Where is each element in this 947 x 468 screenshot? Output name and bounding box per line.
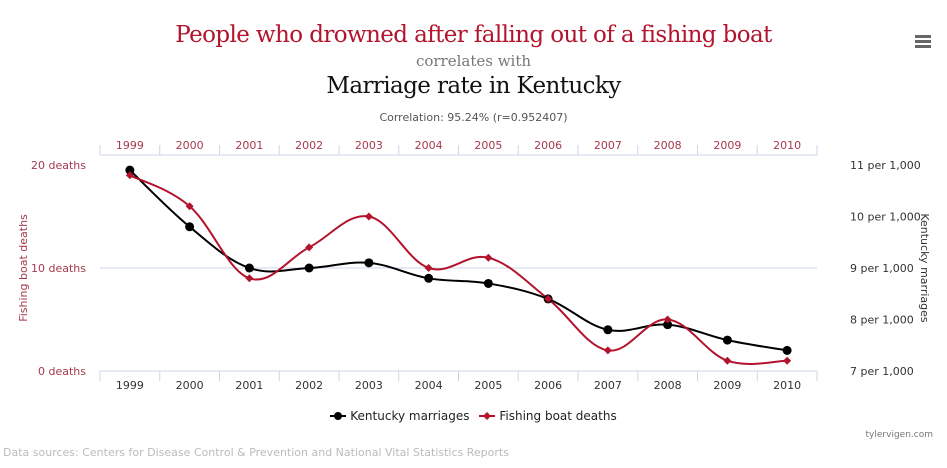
right-y-tick-label: 11 per 1,000	[850, 159, 921, 172]
marker-kentucky-marriages	[185, 222, 195, 232]
bottom-x-tick-label: 2001	[235, 379, 263, 392]
marker-kentucky-marriages	[663, 320, 673, 330]
series-line-fishing-boat-deaths	[129, 174, 788, 365]
top-x-tick-label: 2004	[415, 139, 443, 152]
legend: Kentucky marriages Fishing boat deaths	[0, 409, 947, 424]
right-axis-title: Kentucky marriages	[918, 213, 931, 323]
chart-title-variable-2: Marriage rate in Kentucky	[326, 73, 621, 99]
correlation-text: Correlation: 95.24% (r=0.952407)	[379, 111, 568, 124]
top-x-tick-label: 2008	[654, 139, 682, 152]
bottom-x-tick-label: 2005	[474, 379, 502, 392]
marker-fishing-boat-deaths	[484, 253, 493, 262]
marker-fishing-boat-deaths	[305, 243, 314, 252]
bottom-x-tick-label: 2003	[355, 379, 383, 392]
marker-kentucky-marriages	[125, 165, 135, 175]
marker-fishing-boat-deaths	[723, 356, 732, 365]
legend-item-deaths[interactable]: Fishing boat deaths	[479, 409, 617, 423]
legend-label-marriages: Kentucky marriages	[350, 409, 470, 423]
left-y-tick-label: 20 deaths	[31, 159, 86, 172]
legend-diamond-icon	[479, 412, 496, 420]
chart-title-connector: correlates with	[415, 52, 532, 70]
top-x-tick-label: 2010	[773, 139, 801, 152]
right-y-tick-label: 8 per 1,000	[850, 314, 914, 327]
bottom-x-tick-label: 2002	[295, 379, 323, 392]
left-y-tick-label: 10 deaths	[31, 262, 86, 275]
bottom-x-tick-label: 1999	[116, 379, 144, 392]
top-x-tick-label: 2005	[474, 139, 502, 152]
marker-fishing-boat-deaths	[185, 202, 194, 211]
top-x-tick-label: 2007	[594, 139, 622, 152]
data-sources: Data sources: Centers for Disease Contro…	[3, 446, 509, 459]
top-x-tick-label: 1999	[116, 139, 144, 152]
bottom-x-tick-label: 2010	[773, 379, 801, 392]
marker-fishing-boat-deaths	[364, 212, 373, 221]
marker-kentucky-marriages	[722, 335, 732, 345]
marker-fishing-boat-deaths	[783, 356, 792, 365]
left-y-tick-label: 0 deaths	[38, 365, 86, 378]
bottom-x-tick-label: 2009	[713, 379, 741, 392]
left-axis-title: Fishing boat deaths	[17, 214, 30, 322]
site-credit[interactable]: tylervigen.com	[865, 430, 933, 440]
legend-item-marriages[interactable]: Kentucky marriages	[330, 409, 470, 423]
top-x-tick-label: 2002	[295, 139, 323, 152]
marker-fishing-boat-deaths	[125, 171, 134, 180]
bottom-x-tick-label: 2006	[534, 379, 562, 392]
marker-fishing-boat-deaths	[603, 346, 612, 355]
marker-kentucky-marriages	[782, 345, 792, 355]
top-x-tick-label: 2001	[235, 139, 263, 152]
marker-kentucky-marriages	[603, 325, 613, 335]
bottom-x-tick-label: 2004	[415, 379, 443, 392]
right-y-tick-label: 9 per 1,000	[850, 262, 914, 275]
marker-kentucky-marriages	[483, 278, 493, 288]
top-x-tick-label: 2009	[713, 139, 741, 152]
hamburger-menu-icon[interactable]	[915, 35, 931, 50]
marker-fishing-boat-deaths	[544, 294, 553, 303]
chart-title-variable-1: People who drowned after falling out of …	[175, 22, 772, 48]
top-x-tick-label: 2006	[534, 139, 562, 152]
marker-kentucky-marriages	[424, 273, 434, 283]
right-y-tick-label: 7 per 1,000	[850, 365, 914, 378]
marker-fishing-boat-deaths	[424, 264, 433, 272]
marker-fishing-boat-deaths	[663, 315, 672, 324]
legend-circle-icon	[330, 412, 347, 420]
bottom-x-tick-label: 2007	[594, 379, 622, 392]
marker-kentucky-marriages	[304, 263, 314, 273]
legend-label-deaths: Fishing boat deaths	[499, 409, 617, 423]
marker-kentucky-marriages	[244, 263, 254, 273]
marker-fishing-boat-deaths	[245, 274, 254, 283]
bottom-x-tick-label: 2008	[654, 379, 682, 392]
right-y-tick-label: 10 per 1,000	[850, 211, 921, 224]
bottom-x-tick-label: 2000	[176, 379, 204, 392]
top-x-tick-label: 2003	[355, 139, 383, 152]
top-x-tick-label: 2000	[176, 139, 204, 152]
marker-kentucky-marriages	[364, 258, 374, 268]
